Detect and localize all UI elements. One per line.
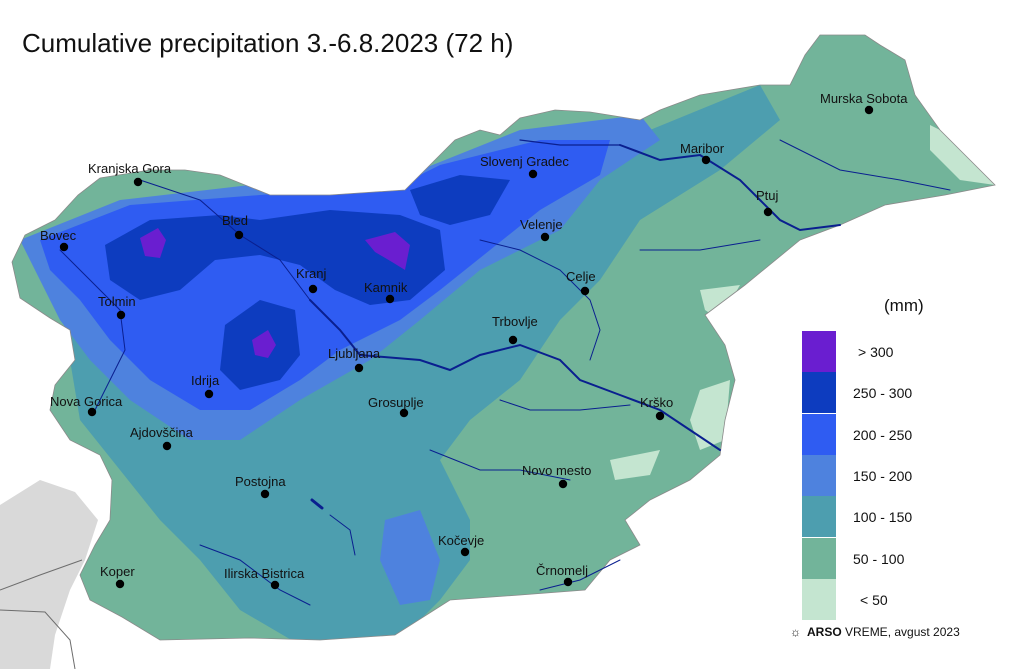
legend-label: 100 - 150 [853, 509, 913, 526]
city-label: Postojna [235, 474, 286, 489]
legend-label: 50 - 100 [853, 550, 905, 567]
country-outline [11, 34, 996, 641]
city-label: Murska Sobota [820, 91, 908, 106]
city-label: Velenje [520, 217, 563, 232]
city-dot [87, 407, 97, 417]
city-dot [460, 547, 470, 557]
city-dot [116, 310, 126, 320]
city-label: Nova Gorica [50, 394, 123, 409]
legend-swatch [802, 496, 836, 538]
city-dot [558, 479, 568, 489]
sun-icon: ☼ [790, 625, 801, 639]
city-label: Ptuj [756, 188, 779, 203]
city-dot [540, 232, 550, 242]
neighbor-land [0, 480, 98, 669]
legend-swatch [802, 331, 836, 372]
city-dot [308, 284, 318, 294]
city-label: Novo mesto [522, 463, 591, 478]
legend-label: < 50 [860, 591, 888, 608]
city-dot [655, 411, 665, 421]
legend-label: 250 - 300 [853, 385, 913, 402]
legend-label: 150 - 200 [853, 467, 913, 484]
city-label: Maribor [680, 141, 725, 156]
city-dot [162, 441, 172, 451]
rivers [59, 139, 951, 606]
city-label: Trbovlje [492, 314, 538, 329]
city-dot [260, 489, 270, 499]
city-label: Črnomelj [536, 563, 588, 578]
city-label: Idrija [191, 373, 220, 388]
city-markers: Murska Sobota Maribor Ptuj Slovenj Gradec Kr… [40, 91, 908, 590]
city-dot [701, 155, 711, 165]
legend-swatch [802, 413, 836, 455]
city-label: Krško [640, 395, 673, 410]
city-dot [270, 580, 280, 590]
city-dot [763, 207, 773, 217]
legend-unit: (mm) [884, 296, 924, 315]
city-label: Ilirska Bistrica [224, 566, 305, 581]
legend-label: 200 - 250 [853, 426, 913, 443]
city-label: Bled [222, 213, 248, 228]
legend-swatch [802, 537, 836, 579]
city-dot [234, 230, 244, 240]
city-label: Kočevje [438, 533, 484, 548]
city-dot [399, 408, 409, 418]
city-dot [59, 242, 69, 252]
map-title: Cumulative precipitation 3.-6.8.2023 (72… [22, 28, 514, 58]
city-dot [204, 389, 214, 399]
city-dot [508, 335, 518, 345]
city-label: Kranj [296, 266, 326, 281]
city-label: Koper [100, 564, 135, 579]
city-dot [580, 286, 590, 296]
city-dot [354, 363, 364, 373]
city-label: Ljubljana [328, 346, 381, 361]
legend-label: > 300 [858, 344, 894, 360]
city-dot [528, 169, 538, 179]
legend-swatch [802, 578, 836, 620]
city-dot [115, 579, 125, 589]
city-label: Slovenj Gradec [480, 154, 569, 169]
border-line [0, 559, 83, 669]
city-label: Celje [566, 269, 596, 284]
city-dot [133, 177, 143, 187]
city-label: Tolmin [98, 294, 136, 309]
city-dot [385, 294, 395, 304]
city-label: Kranjska Gora [88, 161, 172, 176]
city-label: Ajdovščina [130, 425, 194, 440]
city-dot [864, 105, 874, 115]
city-label: Kamnik [364, 280, 408, 295]
city-dot [563, 577, 573, 587]
legend-swatch [802, 372, 836, 414]
legend-swatch [802, 454, 836, 496]
credit-date: , avgust 2023 [887, 625, 960, 639]
city-label: Bovec [40, 228, 77, 243]
credit: ☼ ARSO VREME, avgust 2023 [790, 625, 960, 639]
city-label: Grosuplje [368, 395, 424, 410]
credit-service: VREME [845, 625, 888, 639]
credit-brand: ARSO [807, 625, 842, 639]
